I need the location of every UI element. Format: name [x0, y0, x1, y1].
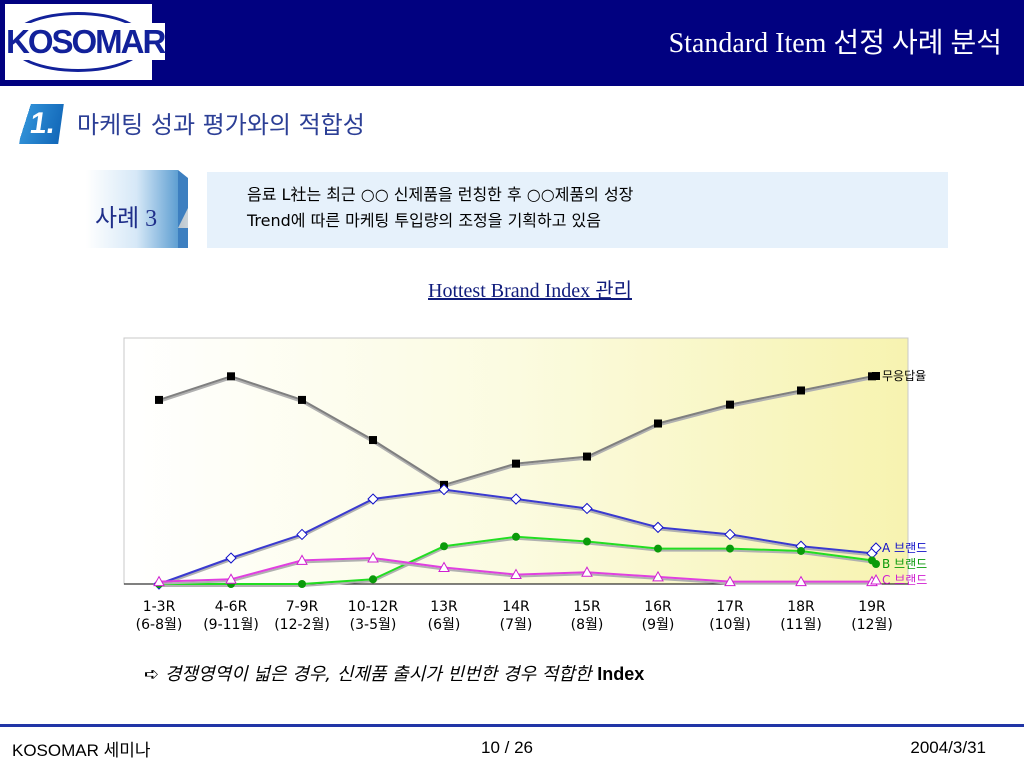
- data-point: [155, 395, 163, 404]
- section-title: 마케팅 성과 평가와의 적합성: [77, 111, 365, 139]
- x-tick-label: 17R: [716, 599, 744, 615]
- note-text: ➪ 경쟁영역이 넓은 경우, 신제품 출시가 빈번한 경우 적합한 Index: [144, 660, 644, 686]
- data-point: [512, 459, 520, 468]
- data-point: [652, 570, 664, 582]
- data-point: [369, 575, 377, 584]
- case-description-line-2: Trend에 따른 마케팅 투입량의 조정을 기획하고 있음: [247, 211, 601, 230]
- data-point: [367, 493, 379, 505]
- note-body: 경쟁영역이 넓은 경우, 신제품 출시가 빈번한 경우 적합한: [164, 664, 598, 685]
- legend-marker: [870, 573, 882, 585]
- data-point: [652, 521, 664, 534]
- header-bar: KOSOMAR Standard Item 선정 사례 분석: [0, 0, 1024, 86]
- data-point: [225, 573, 237, 584]
- slide-title: Standard Item 선정 사례 분석: [668, 28, 1002, 59]
- x-tick-sublabel: (12월): [851, 617, 893, 633]
- logo-text: KOSOMAR: [5, 23, 166, 60]
- data-point: [510, 493, 522, 505]
- x-tick-label: 19R: [858, 599, 886, 615]
- data-point: [296, 528, 308, 541]
- data-point: [797, 546, 805, 555]
- data-point: [583, 537, 591, 546]
- footer-seminar: KOSOMAR 세미나: [12, 741, 151, 760]
- data-point: [298, 580, 306, 588]
- line-chart: 1-3R (6-8월) 4-6R (9-11월) 7-9R (12-2월) 10-12R (3…: [123, 337, 927, 633]
- x-tick-label: 16R: [644, 599, 672, 615]
- case-label: 사례 3: [95, 206, 158, 232]
- x-tick-sublabel: (10월): [709, 617, 751, 633]
- data-point: [296, 554, 308, 565]
- x-tick-label: 10-12R: [348, 599, 399, 615]
- data-point: [797, 386, 805, 395]
- legend-label: B 브랜드: [882, 557, 927, 571]
- data-point: [724, 528, 736, 541]
- x-tick-sublabel: (7월): [500, 617, 533, 633]
- data-point: [724, 575, 736, 587]
- x-tick-label: 13R: [430, 599, 458, 615]
- data-point: [225, 552, 237, 564]
- legend-label: C 브랜드: [882, 573, 927, 587]
- section-number: 1.: [19, 104, 64, 144]
- data-point: [795, 575, 807, 587]
- arrow-icon: ➪: [144, 664, 160, 685]
- footer-divider: [0, 724, 1024, 727]
- x-tick-sublabel: (6월): [428, 617, 461, 633]
- kosomar-logo: KOSOMAR: [5, 4, 166, 80]
- x-tick-label: 7-9R: [286, 599, 319, 615]
- data-point: [440, 542, 448, 551]
- data-point: [654, 419, 662, 428]
- page-number: 10 / 26: [481, 738, 533, 757]
- data-point: [438, 483, 450, 496]
- legend-marker: [870, 542, 882, 554]
- x-tick-sublabel: (12-2월): [274, 617, 330, 633]
- legend-marker: [872, 372, 880, 380]
- note-bold: Index: [597, 664, 645, 684]
- case-description-box: 음료 L社는 최근 ○○ 신제품을 런칭한 후 ○○제품의 성장 Trend에 …: [207, 172, 948, 248]
- data-point: [153, 575, 165, 587]
- series-3: [155, 532, 876, 588]
- x-tick-label: 1-3R: [143, 599, 176, 615]
- data-point: [369, 436, 377, 445]
- x-tick-sublabel: (3-5월): [350, 617, 397, 633]
- x-tick-sublabel: (9-11월): [203, 617, 259, 633]
- chart-title: Hottest Brand Index 관리: [428, 280, 632, 302]
- x-tick-sublabel: (11월): [780, 617, 822, 633]
- data-point: [726, 544, 734, 553]
- x-tick-sublabel: (6-8월): [136, 617, 183, 633]
- x-tick-label: 15R: [573, 599, 601, 615]
- footer-date: 2004/3/31: [910, 738, 986, 757]
- data-point: [367, 552, 379, 563]
- data-point: [512, 532, 520, 541]
- x-tick-label: 4-6R: [215, 599, 248, 615]
- case-description-line-1: 음료 L社는 최근 ○○ 신제품을 런칭한 후 ○○제품의 성장: [247, 185, 634, 204]
- data-point: [583, 452, 591, 461]
- data-point: [510, 568, 522, 580]
- legend-marker: [872, 560, 880, 568]
- data-point: [726, 400, 734, 409]
- data-point: [227, 372, 235, 381]
- series-4: [153, 552, 878, 587]
- data-point: [438, 561, 450, 572]
- legend-label: A 브랜드: [882, 541, 927, 555]
- data-point: [581, 502, 593, 515]
- data-point: [298, 395, 306, 404]
- x-tick-label: 18R: [787, 599, 815, 615]
- legend-label: 무응답율: [882, 369, 926, 383]
- x-tick-label: 14R: [502, 599, 530, 615]
- data-point: [654, 544, 662, 553]
- data-point: [581, 566, 593, 577]
- case-badge-icon: [86, 170, 188, 248]
- x-tick-sublabel: (8월): [571, 617, 604, 633]
- x-tick-sublabel: (9월): [642, 617, 675, 633]
